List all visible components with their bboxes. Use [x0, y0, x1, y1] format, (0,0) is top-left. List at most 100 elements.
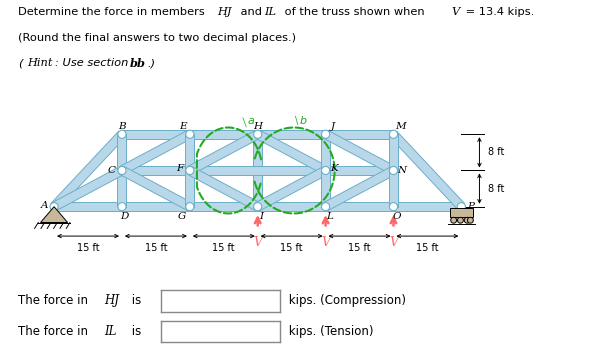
Text: $\it{a}$: $\it{a}$ [247, 116, 255, 126]
Text: Determine the force in members: Determine the force in members [18, 7, 208, 17]
Polygon shape [389, 134, 398, 170]
Circle shape [457, 203, 465, 211]
Text: and: and [237, 7, 266, 17]
Polygon shape [321, 134, 330, 170]
Polygon shape [51, 131, 125, 210]
Text: 15 ft: 15 ft [280, 243, 303, 253]
Text: is: is [128, 325, 141, 338]
Text: bb: bb [129, 58, 145, 69]
Polygon shape [122, 130, 190, 139]
Circle shape [321, 166, 330, 175]
Text: IL: IL [104, 325, 117, 338]
Text: A: A [41, 201, 48, 210]
Circle shape [186, 130, 194, 138]
Text: 15 ft: 15 ft [212, 243, 235, 253]
Circle shape [451, 217, 457, 223]
Circle shape [467, 217, 473, 223]
Text: J: J [330, 122, 334, 131]
Text: V: V [389, 236, 398, 249]
Polygon shape [185, 134, 194, 207]
Text: : Use section: : Use section [55, 58, 132, 68]
Text: 15 ft: 15 ft [416, 243, 439, 253]
Polygon shape [325, 202, 393, 211]
Text: kips. (Compression): kips. (Compression) [285, 295, 406, 307]
Polygon shape [256, 130, 328, 175]
Text: N: N [397, 166, 406, 175]
Polygon shape [325, 130, 393, 139]
Text: = 13.4 kips.: = 13.4 kips. [462, 7, 534, 17]
Text: L: L [326, 212, 333, 221]
Polygon shape [188, 166, 260, 210]
Circle shape [186, 166, 194, 175]
Polygon shape [324, 130, 396, 175]
Text: HJ: HJ [104, 295, 119, 307]
Circle shape [389, 130, 398, 138]
Circle shape [389, 203, 398, 211]
Text: H: H [253, 122, 262, 131]
Text: M: M [395, 122, 405, 131]
Circle shape [389, 166, 398, 175]
Polygon shape [324, 166, 396, 210]
Polygon shape [389, 134, 398, 207]
Text: is: is [128, 295, 141, 307]
Text: The force in: The force in [18, 325, 92, 338]
Polygon shape [120, 130, 192, 175]
Circle shape [50, 203, 58, 211]
Polygon shape [190, 130, 257, 139]
Circle shape [254, 130, 262, 138]
Text: C: C [108, 166, 116, 175]
Text: P: P [467, 202, 474, 211]
Circle shape [118, 166, 126, 175]
Polygon shape [450, 208, 473, 216]
Text: .): .) [147, 58, 156, 68]
Text: E: E [179, 122, 187, 131]
Polygon shape [190, 166, 325, 175]
Text: $\it{b}$: $\it{b}$ [299, 114, 307, 126]
Circle shape [464, 217, 470, 223]
Polygon shape [52, 166, 124, 210]
Polygon shape [41, 207, 68, 222]
Text: 15 ft: 15 ft [145, 243, 167, 253]
Polygon shape [122, 166, 190, 175]
Text: I: I [259, 212, 263, 221]
Polygon shape [389, 170, 398, 207]
Circle shape [321, 203, 330, 211]
Polygon shape [117, 134, 126, 207]
Circle shape [186, 203, 194, 211]
Text: K: K [330, 164, 337, 173]
Polygon shape [321, 170, 330, 207]
Circle shape [118, 130, 126, 138]
Polygon shape [54, 202, 122, 211]
Polygon shape [190, 202, 257, 211]
Text: 8 ft: 8 ft [489, 147, 505, 157]
Text: D: D [120, 212, 128, 221]
Text: of the truss shown when: of the truss shown when [281, 7, 429, 17]
Text: (Round the final answers to two decimal places.): (Round the final answers to two decimal … [18, 33, 296, 43]
Polygon shape [321, 134, 330, 207]
Text: V: V [451, 7, 460, 17]
Text: B: B [118, 122, 126, 131]
Circle shape [321, 130, 330, 138]
Polygon shape [188, 130, 260, 175]
Text: 8 ft: 8 ft [489, 184, 505, 194]
Polygon shape [185, 134, 194, 170]
Text: |: | [241, 117, 247, 127]
Text: kips. (Tension): kips. (Tension) [285, 325, 373, 338]
Polygon shape [120, 166, 192, 210]
Polygon shape [256, 166, 328, 210]
Circle shape [458, 217, 463, 223]
Polygon shape [117, 134, 126, 170]
Text: 15 ft: 15 ft [77, 243, 100, 253]
Polygon shape [257, 130, 325, 139]
Text: V: V [321, 236, 330, 249]
Polygon shape [122, 202, 190, 211]
Text: (: ( [18, 58, 23, 68]
Polygon shape [185, 170, 194, 207]
Polygon shape [253, 134, 262, 207]
Text: HJ: HJ [218, 7, 232, 17]
Text: O: O [393, 212, 401, 221]
Text: Hint: Hint [27, 58, 53, 68]
Text: V: V [253, 236, 262, 249]
Text: The force in: The force in [18, 295, 92, 307]
Text: \: \ [294, 116, 298, 126]
